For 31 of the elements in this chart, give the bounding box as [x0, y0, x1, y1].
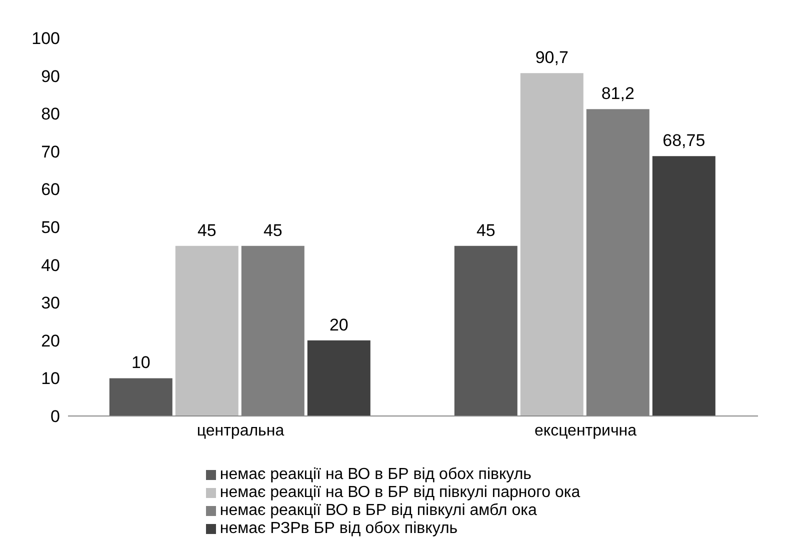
data-label: 90,7 [535, 48, 568, 68]
y-tick-label: 60 [41, 180, 60, 200]
bar [520, 73, 584, 416]
legend-label: немає реакції на ВО в БР від півкулі парного ока [220, 484, 580, 501]
bar [109, 378, 172, 416]
bar [454, 246, 518, 416]
x-tick-label: центральна [196, 422, 284, 440]
y-tick-label: 30 [41, 294, 60, 313]
data-label: 68,75 [662, 131, 706, 150]
legend-label: немає РЗРв БР від обох півкуль [220, 520, 458, 537]
bar [652, 156, 716, 416]
legend-label: немає реакції ВО в БР від півкулі амбл ока [220, 502, 537, 519]
data-label: 81,2 [601, 84, 634, 104]
data-label: 45 [476, 220, 496, 240]
bar [307, 340, 370, 416]
y-tick-label: 10 [41, 369, 60, 388]
y-tick-label: 90 [41, 66, 60, 86]
data-label: 20 [329, 315, 348, 334]
data-label: 45 [197, 220, 216, 240]
y-tick-label: 70 [41, 142, 60, 162]
y-tick-label: 20 [41, 331, 60, 350]
x-tick-label: ексцентрична [534, 422, 637, 440]
data-label: 45 [263, 220, 282, 240]
y-tick-label: 80 [41, 104, 60, 124]
y-tick-label: 0 [50, 407, 60, 426]
y-tick-label: 50 [41, 218, 60, 238]
y-tick-label: 40 [41, 256, 60, 275]
data-label: 10 [131, 353, 150, 372]
legend-label: немає реакції на ВО в БР від обох півкуль [220, 466, 532, 483]
y-tick-label: 100 [32, 29, 60, 48]
bar [175, 246, 238, 416]
